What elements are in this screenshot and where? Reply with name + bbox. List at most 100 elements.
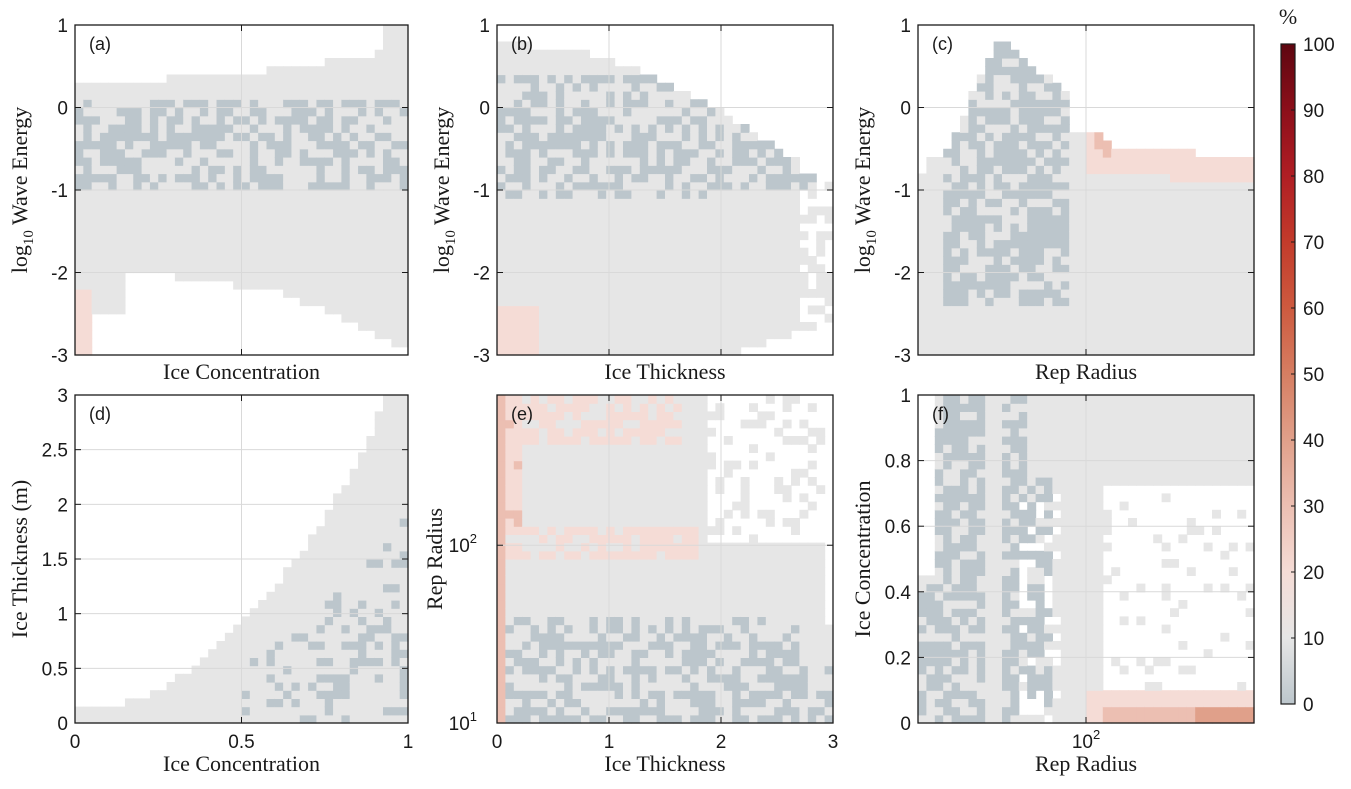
heatmap-cell: [299, 82, 309, 92]
heatmap-cell: [1170, 280, 1179, 290]
heatmap-cell: [522, 297, 532, 307]
heatmap-cell: [799, 272, 809, 282]
heatmap-cell: [723, 338, 733, 348]
heatmap-cell: [291, 206, 301, 216]
heatmap-cell: [1002, 198, 1011, 208]
heatmap-cell: [1170, 330, 1179, 340]
heatmap-cell: [249, 665, 259, 675]
heatmap-cell: [1111, 289, 1121, 298]
heatmap-cell: [555, 280, 565, 290]
heatmap-cell: [133, 231, 143, 241]
heatmap-cell: [1161, 165, 1171, 175]
heatmap-cell: [174, 181, 184, 191]
heatmap-cell: [765, 239, 775, 249]
heatmap-cell: [513, 419, 523, 429]
heatmap-cell: [374, 132, 384, 142]
heatmap-cell: [374, 608, 384, 617]
heatmap-cell: [316, 247, 326, 257]
heatmap-cell: [606, 698, 616, 708]
heatmap-cell: [976, 181, 986, 191]
heatmap-cell: [623, 657, 632, 667]
heatmap-cell: [391, 124, 401, 133]
heatmap-cell: [1128, 313, 1137, 323]
heatmap-cell: [233, 641, 243, 650]
heatmap-cell: [614, 247, 624, 257]
heatmap-cell: [530, 714, 540, 724]
heatmap-cell: [1052, 239, 1062, 249]
heatmap-cell: [623, 181, 632, 191]
heatmap-cell: [124, 247, 134, 257]
heatmap-cell: [308, 673, 318, 683]
heatmap-cell: [497, 501, 506, 511]
heatmap-cell: [1052, 280, 1062, 290]
heatmap-cell: [399, 436, 409, 445]
heatmap-cell: [1144, 223, 1154, 232]
heatmap-cell: [308, 231, 318, 241]
heatmap-cell: [108, 190, 118, 199]
heatmap-cell: [723, 124, 733, 133]
heatmap-cell: [1119, 313, 1129, 323]
heatmap-cell: [141, 132, 151, 142]
heatmap-cell: [656, 338, 666, 348]
heatmap-cell: [75, 714, 84, 724]
heatmap-cell: [555, 231, 565, 241]
heatmap-cell: [158, 132, 168, 142]
heatmap-cell: [1119, 206, 1129, 216]
heatmap-cell: [158, 165, 168, 175]
heatmap-cell: [1060, 91, 1070, 100]
heatmap-cell: [951, 181, 961, 191]
heatmap-cell: [555, 247, 565, 257]
heatmap-cell: [589, 444, 599, 453]
heatmap-cell: [951, 173, 961, 183]
heatmap-cell: [782, 330, 792, 340]
heatmap-cell: [399, 322, 409, 331]
heatmap-cell: [497, 477, 506, 486]
heatmap-cell: [258, 107, 268, 117]
heatmap-cell: [266, 280, 276, 290]
heatmap-cell: [191, 181, 201, 191]
heatmap-cell: [1153, 305, 1163, 315]
heatmap-cell: [572, 74, 582, 84]
heatmap-cell: [505, 673, 515, 683]
heatmap-cell: [976, 82, 986, 92]
heatmap-cell: [513, 526, 523, 535]
heatmap-cell: [366, 66, 376, 76]
heatmap-cell: [681, 206, 691, 216]
heatmap-cell: [141, 264, 151, 274]
heatmap-cell: [656, 91, 666, 100]
heatmap-cell: [555, 468, 565, 478]
heatmap-cell: [183, 198, 193, 208]
heatmap-cell: [816, 231, 826, 241]
heatmap-cell: [934, 173, 944, 183]
heatmap-cell: [316, 624, 326, 634]
heatmap-cell: [807, 322, 817, 331]
heatmap-cell: [383, 657, 392, 667]
heatmap-cell: [1161, 231, 1171, 241]
heatmap-cell: [283, 591, 293, 601]
heatmap-cell: [358, 157, 367, 166]
heatmap-cell: [581, 91, 590, 100]
heatmap-cell: [993, 346, 1003, 356]
heatmap-cell: [665, 264, 674, 274]
heatmap-cell: [547, 706, 557, 716]
heatmap-cell: [391, 33, 401, 43]
heatmap-cell: [522, 239, 532, 249]
heatmap-cell: [1203, 157, 1213, 166]
heatmap-cell: [530, 600, 540, 609]
heatmap-cell: [308, 665, 318, 675]
heatmap-cell: [976, 330, 986, 340]
heatmap-cell: [324, 214, 334, 224]
heatmap-cell: [199, 82, 209, 92]
heatmap-cell: [824, 181, 834, 191]
heatmap-cell: [597, 575, 607, 585]
heatmap-cell: [166, 173, 176, 183]
heatmap-cell: [341, 493, 351, 503]
heatmap-cell: [166, 247, 176, 257]
heatmap-cell: [539, 641, 548, 650]
heatmap-cell: [539, 239, 548, 249]
heatmap-cell: [539, 148, 548, 158]
heatmap-cell: [166, 256, 176, 265]
heatmap-cell: [1228, 247, 1238, 257]
heatmap-cell: [707, 247, 716, 257]
heatmap-cell: [216, 239, 226, 249]
